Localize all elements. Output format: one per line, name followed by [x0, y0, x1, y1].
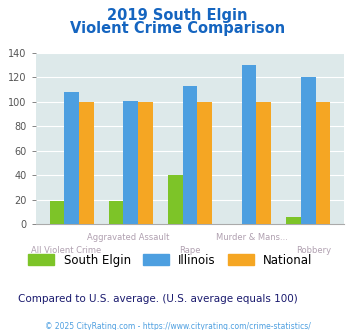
Text: © 2025 CityRating.com - https://www.cityrating.com/crime-statistics/: © 2025 CityRating.com - https://www.city… — [45, 322, 310, 330]
Bar — [64, 92, 79, 224]
Bar — [168, 175, 182, 224]
Bar — [316, 102, 330, 224]
Text: Compared to U.S. average. (U.S. average equals 100): Compared to U.S. average. (U.S. average … — [18, 294, 297, 304]
Bar — [182, 86, 197, 224]
Legend: South Elgin, Illinois, National: South Elgin, Illinois, National — [24, 249, 317, 271]
Bar — [109, 201, 124, 224]
Bar — [301, 77, 316, 224]
Bar — [286, 217, 301, 224]
Text: Violent Crime Comparison: Violent Crime Comparison — [70, 21, 285, 36]
Bar — [138, 102, 153, 224]
Bar — [256, 102, 271, 224]
Bar — [50, 201, 64, 224]
Bar — [197, 102, 212, 224]
Bar — [242, 65, 256, 224]
Bar — [79, 102, 94, 224]
Text: Aggravated Assault: Aggravated Assault — [87, 233, 169, 242]
Text: Rape: Rape — [179, 246, 201, 255]
Text: Robbery: Robbery — [296, 246, 331, 255]
Text: Murder & Mans...: Murder & Mans... — [216, 233, 288, 242]
Text: 2019 South Elgin: 2019 South Elgin — [107, 8, 248, 23]
Text: All Violent Crime: All Violent Crime — [31, 246, 102, 255]
Bar — [124, 101, 138, 224]
